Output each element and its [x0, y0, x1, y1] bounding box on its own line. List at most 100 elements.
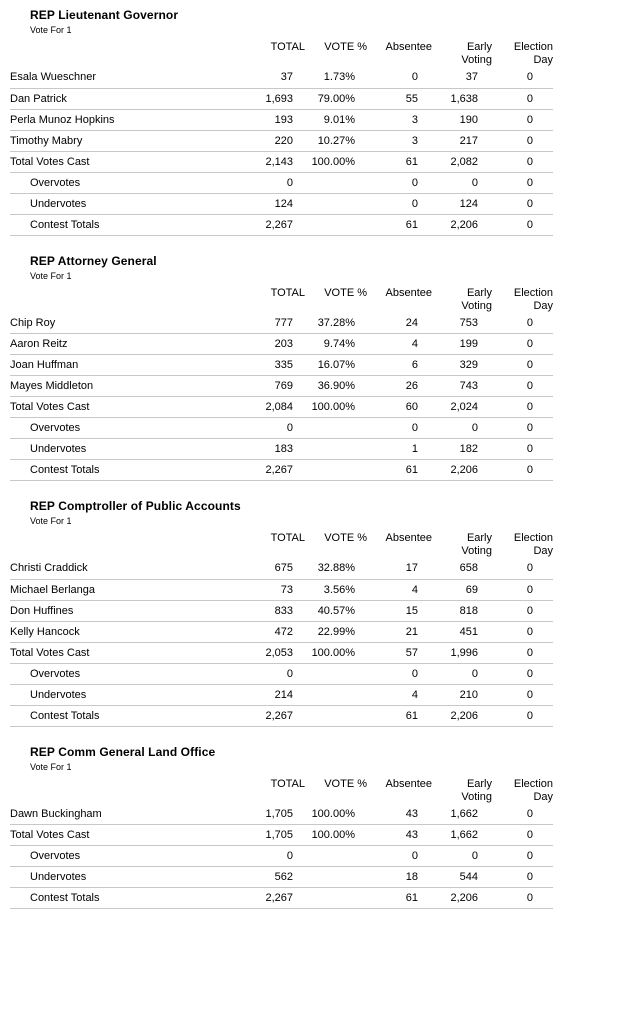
table-row: Contest Totals 2,267 61 2,206 0	[10, 459, 553, 481]
cell-vote-percent	[305, 438, 367, 460]
cell-total: 2,143	[180, 151, 305, 173]
cell-early-voting: 199	[432, 333, 492, 355]
row-label: Joan Huffman	[10, 354, 180, 376]
results-table: TOTAL VOTE % Absentee Early Voting Elect…	[10, 532, 553, 727]
column-header-vote-percent: VOTE %	[324, 532, 367, 544]
cell-vote-percent: 16.07%	[305, 354, 367, 376]
cell-early-voting: 217	[432, 130, 492, 152]
cell-election-day: 0	[492, 684, 553, 706]
column-header-vote-percent: VOTE %	[324, 286, 367, 299]
row-label: Contest Totals	[10, 705, 180, 727]
row-label: Overvotes	[10, 663, 180, 685]
cell-election-day: 0	[492, 459, 553, 481]
cell-absentee: 61	[367, 151, 432, 173]
cell-total: 214	[180, 684, 305, 706]
cell-absentee: 61	[367, 214, 432, 236]
cell-early-voting: 818	[432, 600, 492, 622]
cell-absentee: 15	[367, 600, 432, 622]
table-row: Contest Totals 2,267 61 2,206 0	[10, 705, 553, 727]
cell-vote-percent	[305, 887, 367, 909]
cell-absentee: 61	[367, 459, 432, 481]
cell-total: 0	[180, 172, 305, 194]
table-row: Timothy Mabry 220 10.27% 3 217 0	[10, 130, 553, 152]
cell-election-day: 0	[492, 172, 553, 194]
cell-vote-percent: 100.00%	[305, 396, 367, 418]
cell-total: 220	[180, 130, 305, 152]
cell-election-day: 0	[492, 558, 553, 580]
table-row: Overvotes 0 0 0 0	[10, 663, 553, 685]
cell-election-day: 0	[492, 417, 553, 439]
cell-early-voting: 69	[432, 579, 492, 601]
cell-election-day: 0	[492, 354, 553, 376]
cell-total: 193	[180, 109, 305, 131]
column-header-total: TOTAL	[270, 532, 305, 544]
row-label: Don Huffines	[10, 600, 180, 622]
cell-vote-percent: 79.00%	[305, 88, 367, 110]
table-row: Kelly Hancock 472 22.99% 21 451 0	[10, 621, 553, 643]
cell-vote-percent: 1.73%	[305, 67, 367, 89]
table-header-row: TOTAL VOTE % Absentee Early Voting Elect…	[10, 532, 553, 558]
cell-total: 0	[180, 417, 305, 439]
cell-absentee: 43	[367, 803, 432, 825]
column-header-election-day: Election Day	[513, 286, 553, 312]
cell-absentee: 0	[367, 193, 432, 215]
cell-absentee: 0	[367, 663, 432, 685]
cell-total: 73	[180, 579, 305, 601]
table-row: Don Huffines 833 40.57% 15 818 0	[10, 600, 553, 622]
cell-election-day: 0	[492, 375, 553, 397]
cell-total: 183	[180, 438, 305, 460]
cell-election-day: 0	[492, 642, 553, 664]
results-table: TOTAL VOTE % Absentee Early Voting Elect…	[10, 286, 553, 481]
column-header-total: TOTAL	[270, 777, 305, 790]
row-label: Total Votes Cast	[10, 642, 180, 664]
cell-election-day: 0	[492, 396, 553, 418]
row-label: Christi Craddick	[10, 558, 180, 580]
column-header-blank	[10, 287, 180, 313]
cell-vote-percent: 9.74%	[305, 333, 367, 355]
column-header-absentee: Absentee	[385, 777, 432, 790]
row-label: Timothy Mabry	[10, 130, 180, 152]
table-row: Dawn Buckingham 1,705 100.00% 43 1,662 0	[10, 803, 553, 825]
cell-vote-percent	[305, 705, 367, 727]
table-row: Contest Totals 2,267 61 2,206 0	[10, 214, 553, 236]
cell-election-day: 0	[492, 705, 553, 727]
cell-early-voting: 2,206	[432, 887, 492, 909]
cell-absentee: 0	[367, 172, 432, 194]
cell-total: 0	[180, 845, 305, 867]
cell-absentee: 60	[367, 396, 432, 418]
column-header-early-voting: Early Voting	[461, 532, 492, 557]
table-row: Contest Totals 2,267 61 2,206 0	[10, 887, 553, 909]
cell-absentee: 4	[367, 333, 432, 355]
column-header-absentee: Absentee	[385, 286, 432, 299]
results-table: TOTAL VOTE % Absentee Early Voting Elect…	[10, 777, 553, 909]
cell-election-day: 0	[492, 600, 553, 622]
cell-election-day: 0	[492, 438, 553, 460]
table-row: Total Votes Cast 1,705 100.00% 43 1,662 …	[10, 824, 553, 846]
contest-section: REP Attorney General Vote For 1 TOTAL VO…	[10, 254, 640, 481]
column-header-blank	[10, 41, 180, 67]
contest-section: REP Comm General Land Office Vote For 1 …	[10, 745, 640, 909]
table-row: Overvotes 0 0 0 0	[10, 845, 553, 867]
cell-election-day: 0	[492, 67, 553, 89]
vote-for-label: Vote For 1	[30, 270, 72, 281]
cell-election-day: 0	[492, 663, 553, 685]
row-label: Undervotes	[10, 866, 180, 888]
vote-for-label: Vote For 1	[30, 25, 72, 35]
cell-total: 2,267	[180, 887, 305, 909]
row-label: Dawn Buckingham	[10, 803, 180, 825]
cell-absentee: 61	[367, 887, 432, 909]
cell-vote-percent: 3.56%	[305, 579, 367, 601]
cell-absentee: 3	[367, 130, 432, 152]
row-label: Overvotes	[10, 417, 180, 439]
cell-total: 1,705	[180, 824, 305, 846]
row-label: Undervotes	[10, 438, 180, 460]
column-header-election-day: Election Day	[513, 777, 553, 803]
cell-early-voting: 753	[432, 312, 492, 334]
column-header-absentee: Absentee	[385, 532, 432, 544]
cell-vote-percent	[305, 866, 367, 888]
cell-election-day: 0	[492, 88, 553, 110]
cell-vote-percent: 100.00%	[305, 824, 367, 846]
column-header-early-voting: Early Voting	[461, 41, 492, 66]
row-label: Esala Wueschner	[10, 67, 180, 89]
